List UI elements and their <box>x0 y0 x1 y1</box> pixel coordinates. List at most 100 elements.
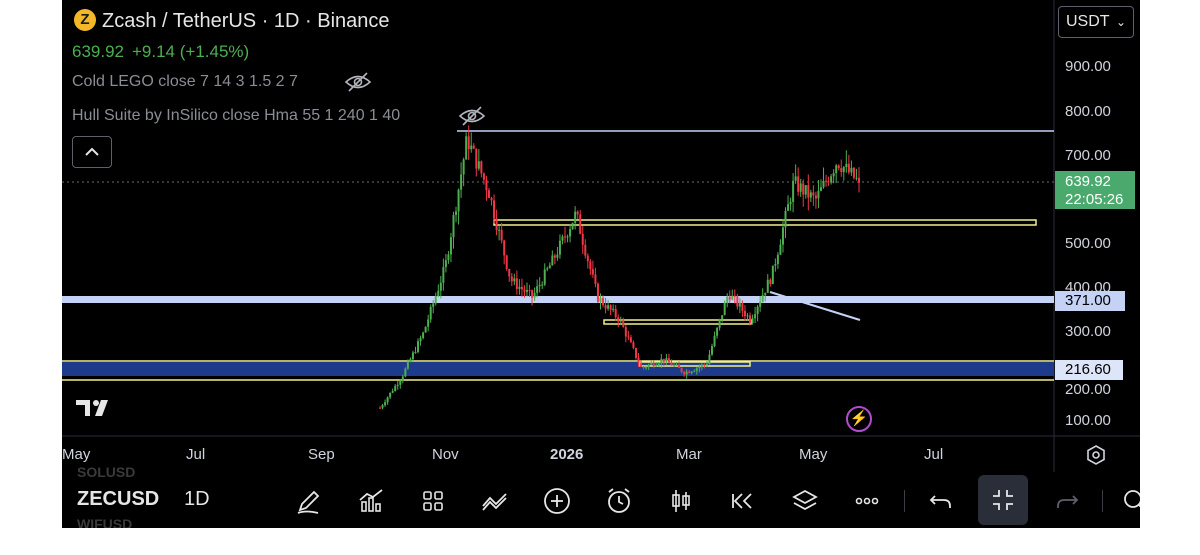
candle-body <box>404 368 407 377</box>
hide-eye-icon[interactable] <box>458 105 486 127</box>
candle-body <box>596 283 599 302</box>
candle-body <box>733 295 736 297</box>
candle-body <box>609 305 612 310</box>
candle-body <box>731 295 734 300</box>
candle-body <box>465 136 468 160</box>
indicator-hull-suite[interactable]: Hull Suite by InSilico close Hma 55 1 24… <box>72 107 401 124</box>
compare-icon <box>482 493 507 511</box>
time-label: Nov <box>432 446 459 463</box>
time-label: Jul <box>924 446 944 463</box>
toolbar-separator <box>1102 490 1103 512</box>
last-price-value: 639.92 <box>72 42 124 61</box>
candle-body <box>825 180 828 182</box>
candle-body <box>751 318 754 323</box>
candle-body <box>579 214 582 234</box>
candle-body <box>771 265 774 285</box>
settings-gear-icon[interactable] <box>1085 444 1107 466</box>
trendline <box>769 291 861 321</box>
candle-body <box>411 352 414 360</box>
candles <box>379 125 860 410</box>
candle-body <box>475 148 478 169</box>
candle-body <box>561 236 564 241</box>
candle-body <box>584 244 587 256</box>
symbol-button[interactable]: ZECUSD <box>77 488 160 510</box>
candle-body <box>688 371 691 374</box>
candle-body <box>647 364 650 368</box>
candle-body <box>718 319 721 328</box>
compare-button[interactable] <box>478 484 512 518</box>
candle-body <box>536 286 539 293</box>
chart-pane[interactable]: Z Zcash / TetherUS · 1D · Binance 639.92… <box>62 0 1140 528</box>
time-label: 2026 <box>550 446 584 463</box>
candle-body <box>477 161 480 169</box>
candle-body <box>381 405 384 408</box>
bar-style-button[interactable] <box>664 484 698 518</box>
candle-body <box>667 358 670 363</box>
candle-body <box>558 240 561 255</box>
candle-body <box>503 240 506 256</box>
candle-body <box>792 180 795 202</box>
candle-body <box>698 366 701 369</box>
undo-button[interactable] <box>924 484 958 518</box>
candle-body <box>457 189 460 212</box>
redo-button[interactable] <box>1050 484 1084 518</box>
toolbar-separator <box>904 490 905 512</box>
candle-body <box>749 315 752 323</box>
candle-body <box>807 185 810 198</box>
candle-body <box>640 362 643 367</box>
candle-body <box>422 332 425 339</box>
candle-body <box>754 314 757 319</box>
indicators-button[interactable] <box>354 484 388 518</box>
candle-body <box>832 173 835 177</box>
indicators-icon <box>359 489 383 512</box>
candle-body <box>817 190 820 199</box>
candle-body <box>384 402 387 406</box>
price-change-value: +9.14 (+1.45%) <box>132 42 250 61</box>
candle-body <box>455 211 458 215</box>
lightning-icon[interactable]: ⚡ <box>846 406 872 432</box>
search-button[interactable] <box>1118 484 1140 518</box>
candle-body <box>675 364 678 366</box>
layout-grid-button[interactable] <box>416 484 450 518</box>
layers-button[interactable] <box>788 484 822 518</box>
candle-body <box>746 315 749 317</box>
candle-body <box>723 302 726 316</box>
candle-body <box>391 390 394 393</box>
alert-button[interactable] <box>602 484 636 518</box>
candle-body <box>480 161 483 174</box>
candle-body <box>670 362 673 366</box>
last-price-tag: 639.92 22:05:26 <box>1055 171 1135 209</box>
indicator-cold-lego[interactable]: Cold LEGO close 7 14 3 1.5 2 7 <box>72 73 298 90</box>
candle-body <box>417 341 420 353</box>
support-band <box>62 362 1054 376</box>
candle-body <box>543 269 546 285</box>
currency-select[interactable]: USDT ⌄ <box>1058 6 1134 38</box>
fullscreen-exit-button[interactable] <box>978 475 1028 525</box>
candle-body <box>743 310 746 317</box>
bar-countdown: 22:05:26 <box>1065 191 1124 208</box>
candle-body <box>389 392 392 398</box>
replay-button[interactable] <box>726 484 760 518</box>
candle-body <box>599 298 602 302</box>
add-button[interactable] <box>540 484 574 518</box>
candle-body <box>541 284 544 286</box>
candle-body <box>721 315 724 320</box>
candle-body <box>523 289 526 292</box>
collapse-legend-button[interactable] <box>72 136 112 168</box>
candle-body <box>432 303 435 307</box>
candle-body <box>728 296 731 300</box>
interval-button[interactable]: 1D <box>184 488 210 510</box>
hide-eye-icon[interactable] <box>344 71 372 93</box>
drawing-tool-button[interactable] <box>292 484 326 518</box>
price-chart[interactable] <box>62 0 1140 472</box>
candle-body <box>756 306 759 315</box>
more-button[interactable] <box>850 484 884 518</box>
candle-body <box>434 296 437 304</box>
candle-body <box>487 190 490 198</box>
candle-body <box>711 346 714 355</box>
candle-body <box>607 305 610 309</box>
candle-body <box>452 214 455 238</box>
candle-body <box>761 295 764 302</box>
candle-body <box>741 303 744 311</box>
